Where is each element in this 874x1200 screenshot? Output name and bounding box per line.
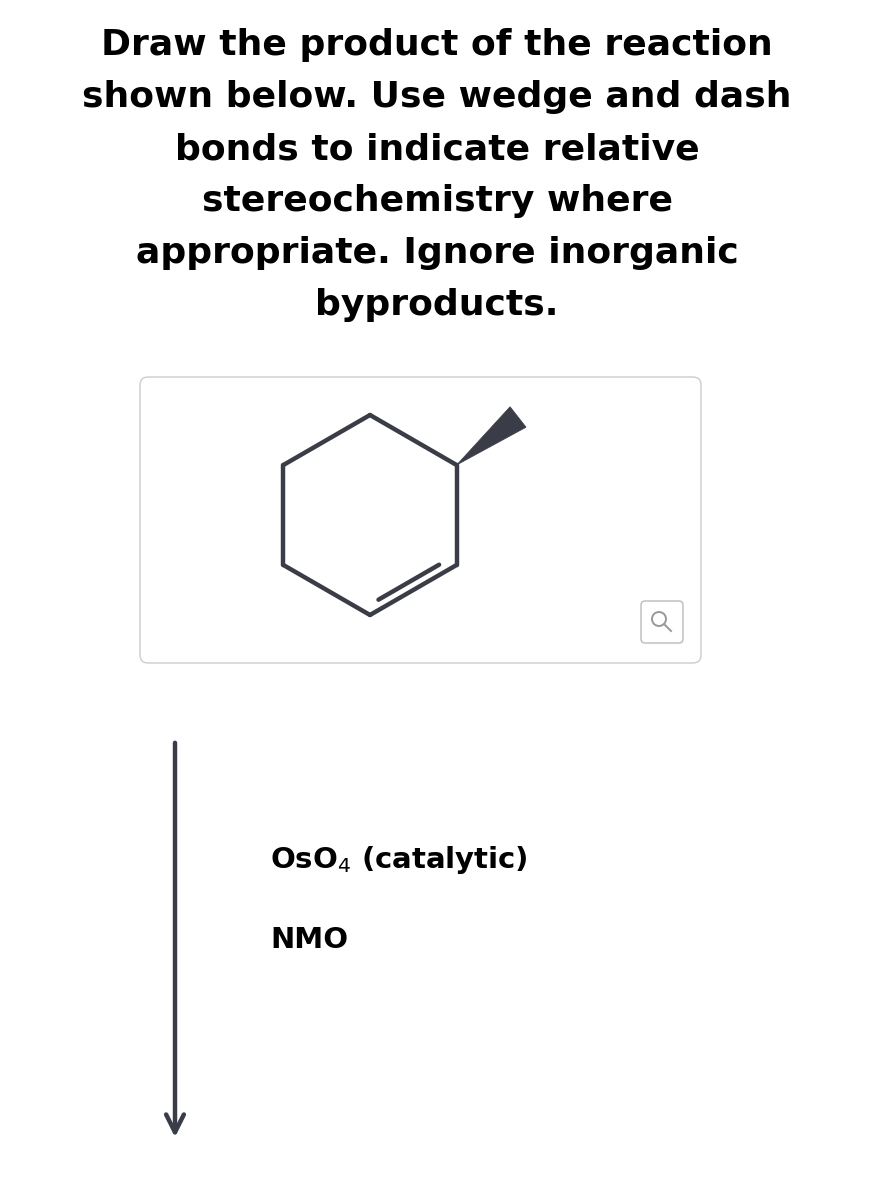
FancyBboxPatch shape — [641, 601, 683, 643]
Text: Draw the product of the reaction: Draw the product of the reaction — [101, 28, 773, 62]
Text: bonds to indicate relative: bonds to indicate relative — [175, 132, 699, 166]
Text: stereochemistry where: stereochemistry where — [202, 184, 672, 218]
FancyBboxPatch shape — [140, 377, 701, 662]
Text: byproducts.: byproducts. — [316, 288, 558, 322]
Text: shown below. Use wedge and dash: shown below. Use wedge and dash — [82, 80, 792, 114]
Text: NMO: NMO — [270, 926, 348, 954]
Text: OsO$_4$ (catalytic): OsO$_4$ (catalytic) — [270, 844, 528, 876]
Text: appropriate. Ignore inorganic: appropriate. Ignore inorganic — [135, 236, 739, 270]
Polygon shape — [456, 407, 526, 464]
